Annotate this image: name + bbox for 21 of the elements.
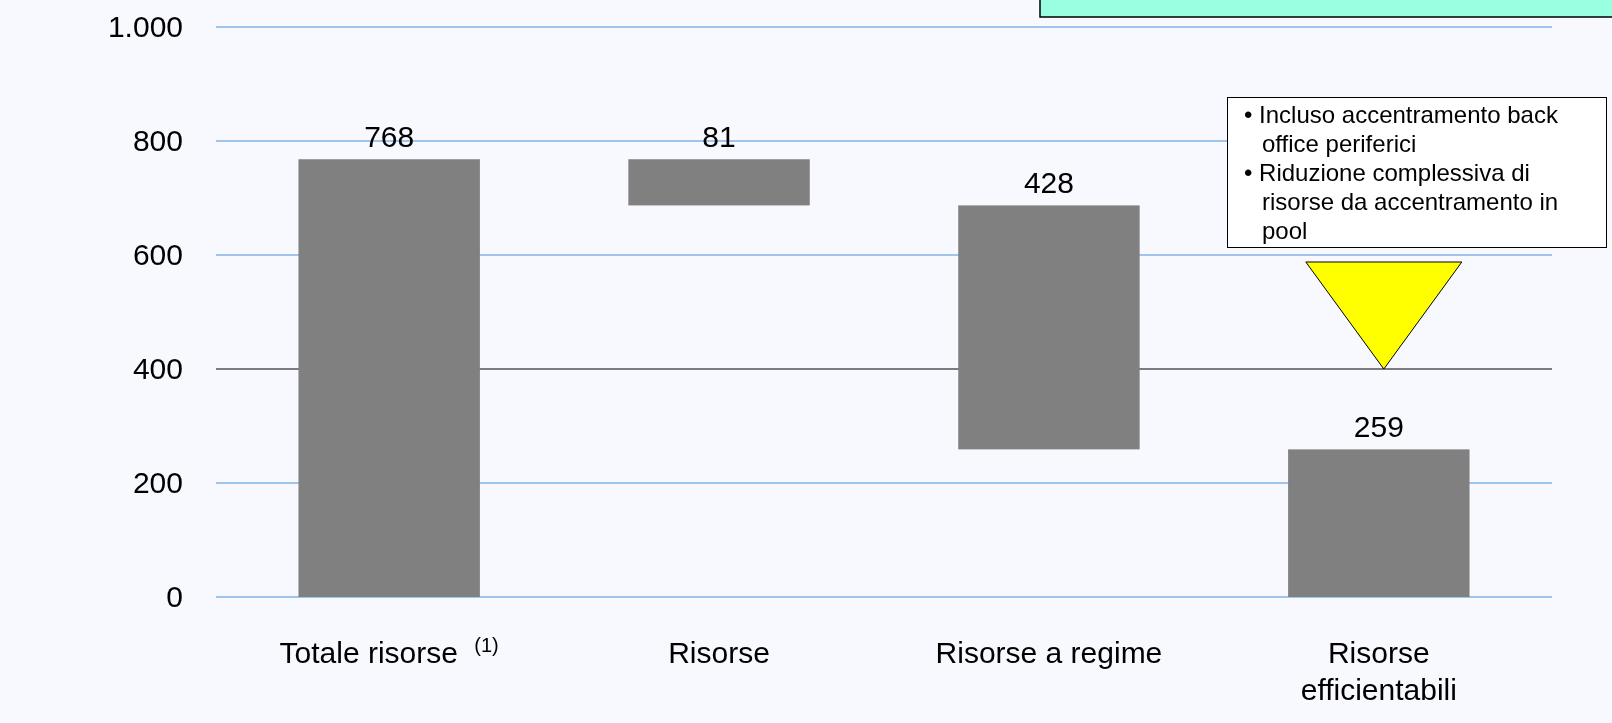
y-tick-label: 1.000 <box>107 10 183 44</box>
data-label: 81 <box>702 120 736 154</box>
data-label: 259 <box>1353 410 1404 444</box>
x-tick-label: Risorse a regime <box>935 636 1163 669</box>
data-label: 428 <box>1023 166 1074 200</box>
bar <box>1288 449 1470 597</box>
y-tick-label: 0 <box>166 580 183 614</box>
x-tick-label: Risorse efficientabili <box>1300 636 1457 706</box>
y-tick-label: 200 <box>132 466 183 500</box>
y-tick-label: 600 <box>132 238 183 272</box>
annotation: • Riduzione complessiva di risorse da accentramento in pool <box>1243 158 1560 245</box>
note-box: • Incluso accentramento back office periferici • Riduzione complessiva di risorse da accentramento in pool <box>1227 97 1607 248</box>
x-tick-label: Risorse <box>668 636 770 669</box>
bar <box>298 159 480 597</box>
annotation: • Incluso accentramento back office periferici <box>1243 100 1559 158</box>
x-tick-label: Totale risorse $^{(1)}$ <box>279 634 499 669</box>
data-label: 768 <box>364 120 415 154</box>
bar <box>628 159 810 206</box>
y-tick-label: 800 <box>132 124 183 158</box>
y-tick-label: 400 <box>132 352 183 386</box>
bar <box>958 205 1140 450</box>
